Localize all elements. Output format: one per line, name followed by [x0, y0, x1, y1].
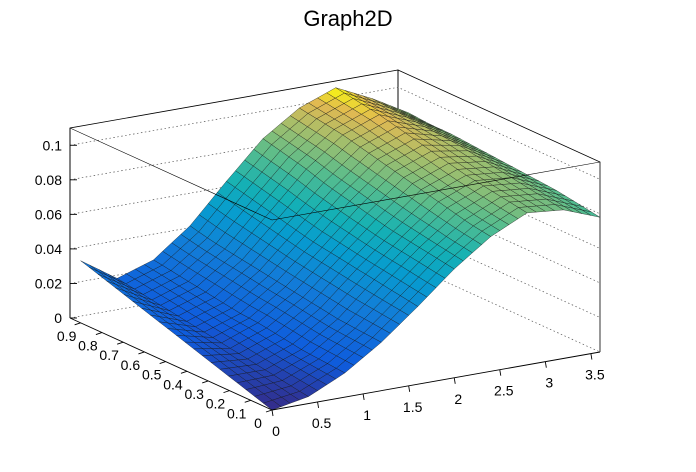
y-axis: 0 0.10.20.30.40.50.60.70.80.9	[57, 322, 273, 431]
top-edge-right	[271, 161, 601, 221]
y-tick-label: 0	[254, 415, 262, 431]
y-tick-label: 0.4	[163, 376, 183, 392]
x-tick	[499, 369, 502, 376]
y-tick	[74, 322, 81, 326]
x-axis: 0 0.5 1 1.5 2 2.5 3 3.5	[271, 353, 605, 439]
x-tick	[408, 385, 411, 392]
x-tick-label: 2.5	[494, 383, 514, 399]
z-tick-label: 0.04	[35, 241, 62, 257]
x-tick-label: 0.5	[312, 415, 332, 431]
y-tick-label: 0.3	[184, 386, 204, 402]
x-tick	[590, 353, 593, 360]
x-tick-label: 3.5	[585, 367, 605, 383]
y-tick	[180, 370, 188, 374]
y-tick	[223, 390, 230, 394]
y-tick	[244, 399, 251, 403]
z-tick-label: 0.06	[35, 206, 62, 222]
surface-cell	[80, 260, 99, 272]
x-tick-label: 2	[454, 391, 462, 407]
x-tick	[362, 393, 365, 400]
grid-line	[69, 86, 601, 180]
y-tick-label: 0.6	[121, 357, 141, 373]
surface-mesh	[80, 87, 601, 411]
x-tick	[453, 377, 456, 384]
x-tick-label: 1.5	[403, 399, 423, 415]
y-tick-label: 0.5	[142, 367, 162, 383]
chart-title: Graph2D	[303, 6, 392, 31]
x-tick	[544, 361, 547, 368]
z-tick-label: 0.1	[43, 137, 63, 153]
y-tick-label: 0.7	[99, 347, 119, 363]
x-tick	[271, 409, 274, 417]
z-axis: 0 0.02 0.04 0.06 0.08 0.1	[35, 137, 77, 326]
z-tick-label: 0	[54, 310, 62, 326]
y-tick	[202, 380, 209, 384]
y-tick-label: 0.2	[206, 396, 226, 412]
y-tick-label: 0.1	[227, 405, 247, 421]
front-edge-y	[69, 317, 273, 411]
z-tick-label: 0.02	[35, 275, 62, 291]
x-tick	[317, 401, 319, 409]
z-tick-label: 0.08	[35, 172, 62, 188]
y-tick	[95, 332, 103, 335]
y-tick	[117, 341, 124, 345]
y-tick-label: 0.9	[57, 328, 77, 344]
y-tick	[138, 351, 145, 355]
surface-cell	[262, 400, 282, 411]
y-tick	[265, 409, 273, 413]
x-tick-label: 1	[363, 407, 371, 423]
y-tick-label: 0.8	[78, 338, 98, 354]
x-tick-label: 3	[545, 375, 553, 391]
top-edge-front	[69, 127, 273, 221]
y-tick	[159, 361, 166, 365]
x-tick-label: 0	[272, 423, 280, 439]
